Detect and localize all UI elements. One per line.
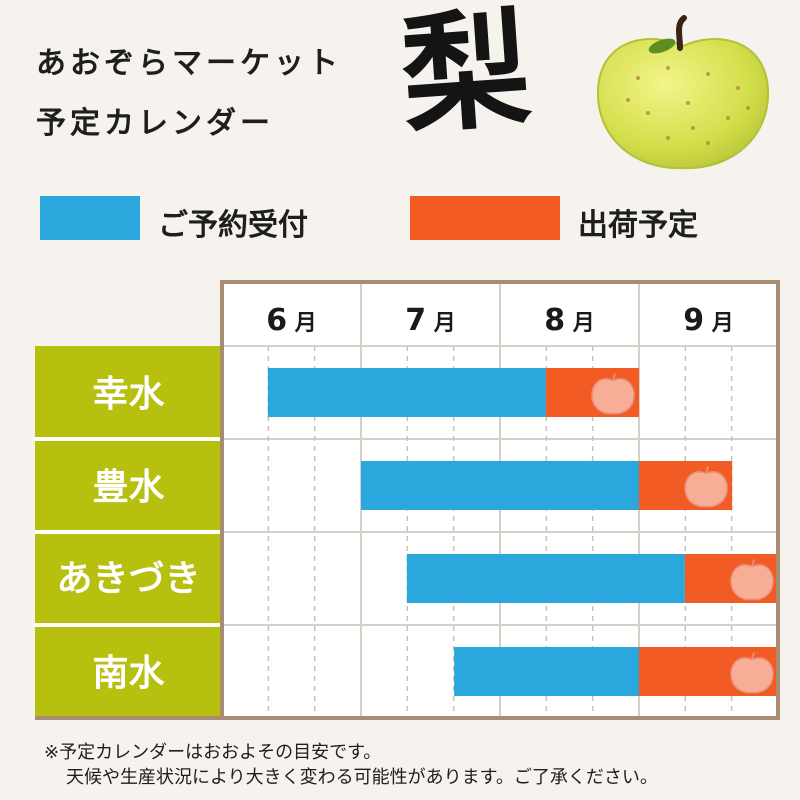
- booking-bar: [454, 647, 639, 696]
- pear-stem-icon: [751, 652, 755, 660]
- page-title-line2: 予定カレンダー: [36, 106, 274, 141]
- booking-bar: [361, 461, 639, 510]
- variety-label: 幸水: [92, 374, 165, 415]
- booking-bar: [267, 368, 546, 417]
- legend-booking-swatch: [40, 196, 140, 240]
- pear-stem-icon: [612, 373, 616, 381]
- variety-label: 豊水: [92, 467, 165, 508]
- month-label-6: 6 月: [266, 303, 317, 338]
- page-title-line1: あおぞらマーケット: [36, 46, 342, 81]
- note-line1: ※予定カレンダーはおおよその目安です。: [44, 742, 382, 763]
- variety-label: あきづき: [56, 559, 200, 600]
- variety-label: 南水: [92, 653, 165, 694]
- green-pear-icon: [596, 15, 770, 170]
- note-line2: 天候や生産状況により大きく変わる可能性があります。ご了承ください。: [66, 767, 658, 788]
- pear-stem-icon: [751, 559, 755, 567]
- booking-bar: [406, 554, 685, 603]
- pear-badge-icon: [730, 657, 774, 694]
- legend-shipping-swatch: [410, 196, 560, 240]
- pear-badge-icon: [730, 564, 774, 601]
- month-label-7: 7 月: [405, 303, 456, 338]
- legend-booking-label: ご予約受付: [158, 208, 308, 243]
- legend-shipping-label: 出荷予定: [578, 208, 698, 243]
- pear-stem-icon: [705, 466, 710, 474]
- month-label-9: 9 月: [683, 303, 734, 338]
- pear-badge-icon: [684, 471, 728, 508]
- pear-badge-icon: [591, 378, 635, 415]
- month-label-8: 8 月: [544, 303, 595, 338]
